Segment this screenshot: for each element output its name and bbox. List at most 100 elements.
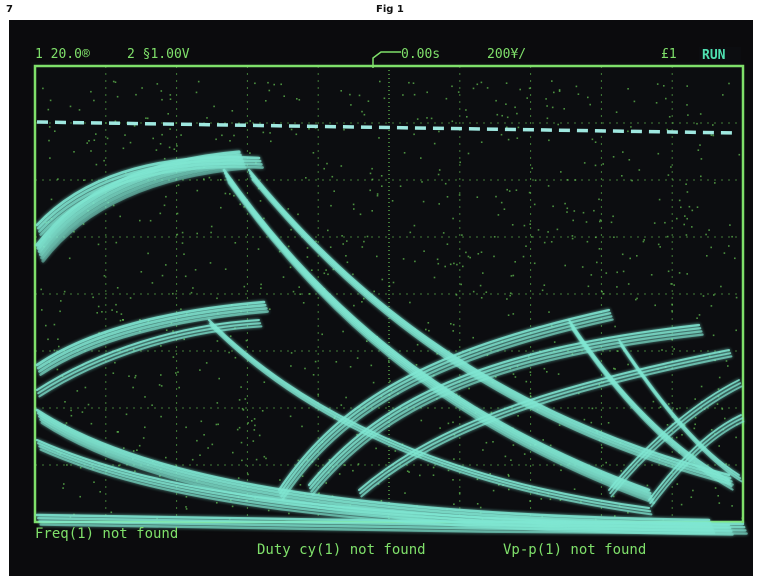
noise-dot [257,248,260,250]
noise-dot [508,475,510,477]
noise-dot [447,469,450,472]
signal-trace [35,300,266,367]
noise-dot [270,140,272,143]
signal-trace [358,349,730,491]
noise-dot [455,393,458,396]
noise-dot [196,232,198,235]
noise-dot [557,123,559,126]
noise-dot [627,88,629,90]
noise-dot [516,112,518,115]
noise-dot [327,273,329,276]
noise-dot [408,81,410,84]
noise-dot [183,253,185,255]
noise-dot [289,266,292,269]
noise-dot [69,105,72,108]
noise-dot [509,292,512,294]
signal-trace [35,155,261,227]
run-state-readout: RUN [702,48,726,63]
noise-dot [233,134,235,137]
noise-dot [353,304,355,307]
noise-dot [585,221,588,223]
noise-dot [57,178,59,180]
noise-dot [612,495,615,498]
noise-dot [195,91,198,94]
noise-dot [710,305,713,307]
signal-trace [309,327,702,490]
noise-dot [343,128,345,131]
noise-dot [533,262,536,265]
noise-dot [216,402,219,404]
noise-dot [543,241,546,244]
noise-dot [658,198,661,201]
noise-dot [278,250,281,253]
noise-dot [176,145,178,147]
noise-dot [602,163,604,165]
noise-dot [594,164,597,167]
noise-dot [523,224,526,227]
noise-dot [210,231,212,234]
noise-dot [340,90,342,92]
noise-dot [591,407,594,410]
noise-dot [379,80,381,83]
noise-dot [541,516,543,518]
noise-dot [458,492,461,494]
noise-dot [714,182,716,184]
noise-dot [64,401,66,403]
noise-dot [735,329,737,332]
noise-dot [132,450,135,452]
noise-dot [330,204,332,207]
trace-bundle [35,150,748,536]
signal-trace [37,517,746,529]
noise-dot [68,257,71,260]
signal-trace [38,307,268,373]
noise-dot [571,353,574,355]
noise-dot [90,150,92,152]
noise-dot [591,138,594,141]
noise-dot [370,364,373,367]
signal-trace [250,175,733,483]
noise-dot [652,400,655,403]
noise-dot [519,88,521,91]
noise-dot [587,285,590,288]
noise-dot [452,421,454,424]
noise-dot [76,390,79,392]
noise-dot [178,386,180,389]
noise-dot [714,487,717,489]
noise-dot [430,117,433,120]
noise-dot [231,110,234,112]
noise-dot [725,463,727,465]
page-number: 7 [6,4,13,15]
noise-dot [586,240,589,243]
noise-dot [58,345,60,348]
noise-dot [467,255,470,258]
noise-dot [315,240,317,243]
trigger-position-marker [372,51,401,68]
signal-trace [38,325,263,398]
noise-dot [507,473,510,476]
noise-dot [399,185,402,187]
noise-dot [263,455,266,458]
noise-dot [447,422,450,425]
noise-dot [160,374,162,376]
noise-dot [176,212,179,215]
noise-dot [224,192,227,195]
noise-dot [297,213,299,216]
noise-dot [180,308,182,310]
noise-dot [666,128,668,131]
noise-dot [269,132,271,134]
noise-dot [328,459,331,461]
noise-dot [147,320,150,323]
noise-dot [106,137,109,140]
noise-dot [388,360,390,362]
noise-dot [60,300,62,302]
noise-dot [659,246,661,248]
noise-dot [593,209,595,212]
noise-dot [252,440,255,442]
noise-dot [449,263,452,266]
noise-dot [480,81,483,84]
noise-dot [731,505,733,507]
noise-dot [601,290,603,293]
noise-dot [735,436,737,439]
noise-dot [373,290,375,293]
noise-dot [548,139,550,142]
